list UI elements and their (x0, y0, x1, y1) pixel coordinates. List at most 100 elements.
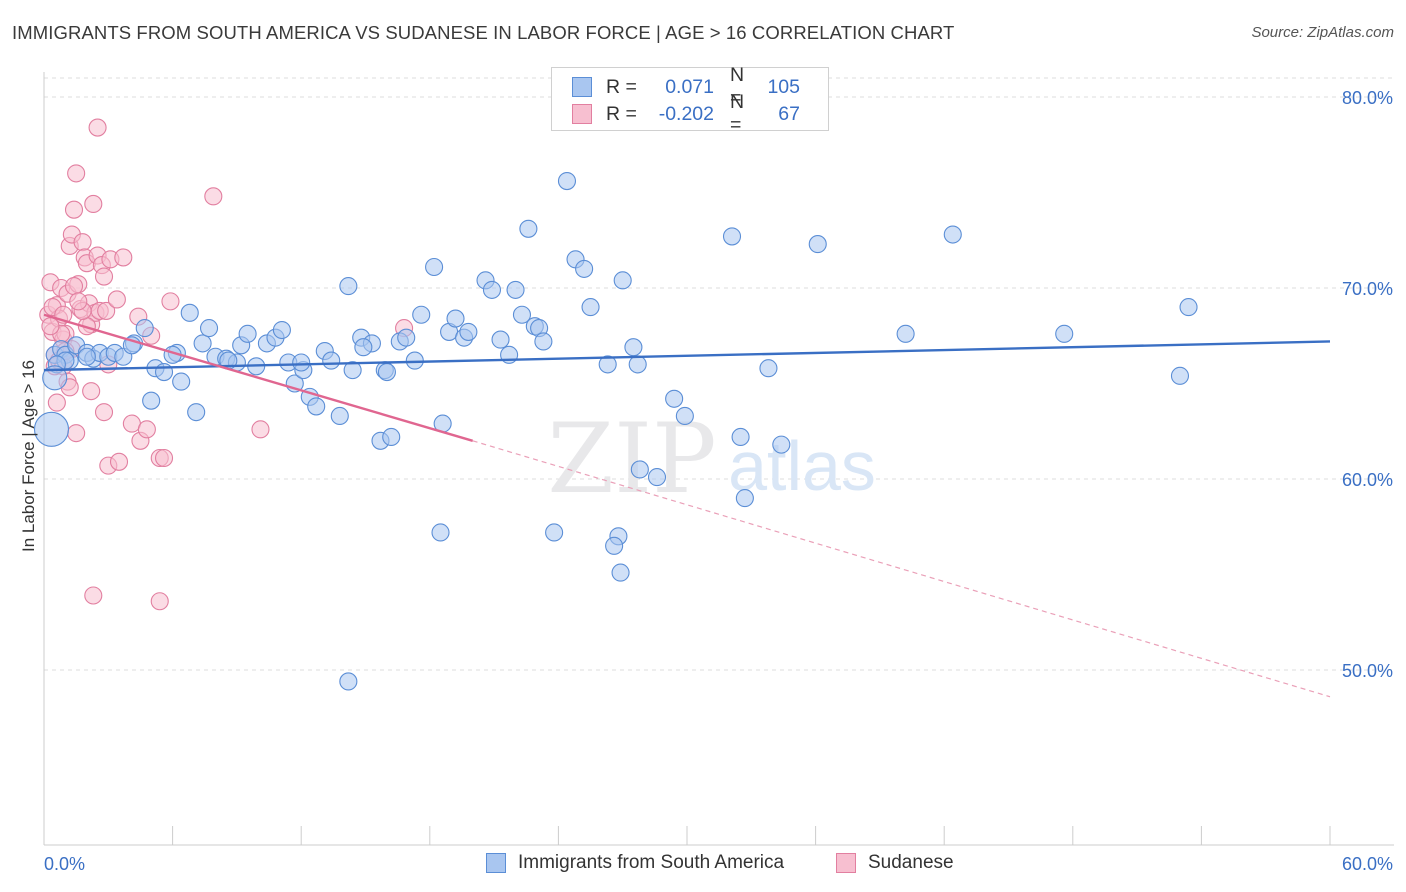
south-america-point-large (33, 411, 70, 447)
y-tick-label: 50.0% (1342, 661, 1393, 681)
legend-n-label: N = (730, 91, 745, 136)
sudanese-point (150, 592, 169, 611)
south-america-point (491, 330, 510, 349)
sudanese-point (161, 292, 180, 311)
legend-n-label: N = (730, 64, 745, 109)
south-america-point (180, 303, 199, 322)
legend-r-label: R = (606, 102, 637, 125)
south-america-point (1179, 298, 1198, 317)
sudanese-point (64, 277, 84, 296)
south-america-point (613, 271, 632, 290)
watermark-atlas: atlas (728, 427, 876, 505)
south-america-point (722, 227, 742, 246)
sudanese-point (94, 403, 114, 422)
south-america-point (397, 328, 416, 347)
bottom-legend-swatch-pink (836, 853, 856, 873)
south-america-point (624, 338, 643, 357)
y-axis-label: In Labor Force | Age > 16 (19, 360, 38, 552)
south-america-point (343, 361, 362, 380)
legend-row-blue: R = 0.071 N = 105 (572, 64, 800, 109)
y-tick-label: 60.0% (1342, 470, 1393, 490)
bottom-legend-label-south-america: Immigrants from South America (518, 852, 785, 873)
legend-r-value-pink: -0.202 (658, 102, 714, 125)
south-america-point (425, 257, 444, 277)
trend-line-south-america (43, 340, 1331, 372)
legend-n-value-blue: 105 (767, 75, 800, 98)
sudanese-point (251, 420, 270, 439)
south-america-point (382, 427, 401, 447)
sudanese-point (84, 194, 103, 214)
south-america-point (647, 468, 667, 487)
south-america-point (605, 536, 624, 555)
south-america-points (33, 171, 1198, 691)
south-america-point (354, 338, 373, 357)
sudanese-point (84, 586, 103, 605)
south-america-point (731, 427, 750, 447)
south-america-point (187, 403, 206, 422)
south-america-point (512, 305, 532, 324)
axes (43, 72, 1394, 846)
south-america-point (545, 523, 564, 542)
y-tick-label: 70.0% (1342, 279, 1393, 299)
watermark: ZIP atlas (547, 403, 876, 515)
south-america-point (506, 280, 525, 299)
south-america-point (665, 389, 684, 408)
bottom-legend-item-south-america: Immigrants from South America (486, 852, 784, 874)
trend-lines (43, 313, 1331, 698)
south-america-point (339, 277, 358, 296)
south-america-point (896, 324, 915, 343)
south-america-point (557, 171, 577, 191)
sudanese-point (47, 393, 66, 412)
south-america-point (412, 305, 431, 324)
south-america-point (272, 320, 291, 340)
south-america-point (154, 362, 174, 382)
south-america-point (581, 298, 600, 317)
x-tick-label: 60.0% (1342, 854, 1393, 874)
legend-r-label: R = (606, 75, 637, 98)
sudanese-point (97, 301, 116, 320)
south-america-point (759, 359, 778, 378)
legend-swatch-blue (572, 77, 592, 97)
sudanese-point (114, 248, 133, 267)
sudanese-point (82, 382, 101, 401)
south-america-point (808, 235, 827, 254)
chart-title: IMMIGRANTS FROM SOUTH AMERICA VS SUDANES… (12, 22, 955, 43)
bottom-legend-swatch-blue (486, 853, 506, 873)
south-america-point (292, 353, 311, 372)
south-america-point (377, 362, 396, 382)
south-america-point (142, 391, 161, 410)
south-america-point (77, 347, 96, 366)
sudanese-point (88, 118, 107, 137)
legend-r-value-blue: 0.071 (665, 75, 714, 98)
south-america-point (575, 259, 594, 278)
south-america-point (199, 319, 219, 338)
south-america-point (446, 309, 465, 328)
south-america-point-large (42, 365, 68, 391)
sudanese-point (154, 448, 174, 468)
legend: R = 0.071 N = 105 R = -0.202 N = 67 (551, 64, 829, 136)
south-america-point (943, 225, 962, 244)
sudanese-point (107, 290, 126, 309)
y-tick-labels: 50.0% 60.0% 70.0% 80.0% (1342, 88, 1393, 681)
sudanese-point (137, 420, 156, 439)
sudanese-point (67, 164, 86, 183)
trend-line-sudanese (43, 313, 474, 442)
sudanese-point (69, 292, 88, 311)
south-america-point (431, 523, 450, 542)
south-america-point (307, 397, 326, 416)
x-tick-labels: 0.0% 60.0% (44, 854, 1393, 874)
south-america-point (459, 322, 478, 341)
y-tick-label: 80.0% (1342, 88, 1393, 108)
south-america-point (772, 435, 791, 454)
south-america-point (482, 280, 502, 299)
south-america-point (339, 672, 358, 691)
south-america-point (630, 460, 649, 479)
x-tick-label: 0.0% (44, 854, 85, 874)
bottom-legend-item-sudanese: Sudanese (836, 852, 954, 874)
legend-swatch-pink (572, 104, 592, 124)
bottom-legend-label-sudanese: Sudanese (868, 852, 954, 873)
south-america-point (172, 372, 191, 391)
sudanese-point (204, 187, 223, 206)
south-america-point (238, 324, 257, 343)
sudanese-point (73, 233, 92, 252)
